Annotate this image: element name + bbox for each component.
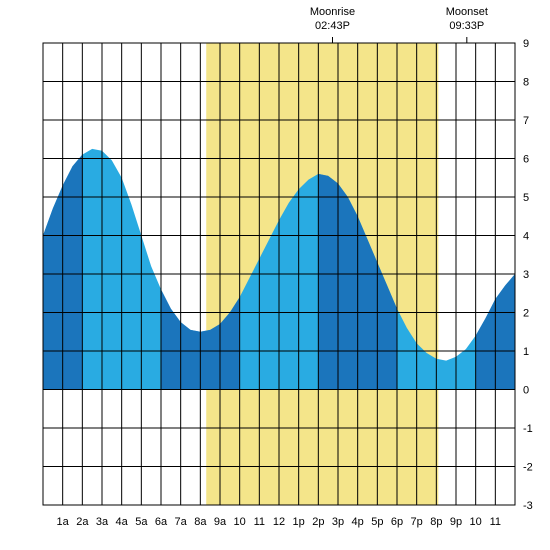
x-tick-label: 3p [332,516,344,528]
x-tick-label: 4a [116,516,129,528]
x-tick-label: 7a [175,516,188,528]
y-tick-label: -3 [523,500,533,512]
x-tick-label: 11 [490,516,501,528]
x-tick-label: 3a [96,516,109,528]
y-tick-label: 0 [523,385,529,397]
y-tick-label: 5 [523,192,529,204]
tide-chart: -3-2-101234567891a2a3a4a5a6a7a8a9a101112… [0,0,550,550]
x-tick-label: 4p [352,516,364,528]
x-tick-label: 9p [450,516,462,528]
y-tick-label: 1 [523,346,529,358]
x-tick-label: 2a [76,516,89,528]
x-tick-label: 7p [411,516,423,528]
y-tick-label: 3 [523,269,529,281]
x-tick-label: 8a [194,516,207,528]
x-tick-label: 10 [234,516,246,528]
y-tick-label: 2 [523,308,529,320]
x-tick-label: 6p [391,516,403,528]
x-tick-label: 5a [135,516,148,528]
x-tick-label: 8p [430,516,442,528]
moon-rise-time: 02:43P [315,20,350,32]
x-tick-label: 9a [214,516,227,528]
x-tick-label: 12 [273,516,285,528]
moon-rise-label: Moonrise [310,6,355,18]
y-tick-label: 6 [523,154,529,166]
y-tick-label: -1 [523,423,533,435]
moon-set-label: Moonset [446,6,488,18]
y-tick-label: -2 [523,462,533,474]
x-tick-label: 2p [312,516,324,528]
x-tick-label: 1p [293,516,305,528]
moon-set-time: 09:33P [449,20,484,32]
x-tick-label: 10 [470,516,482,528]
y-tick-label: 7 [523,115,529,127]
x-tick-label: 11 [254,516,265,528]
y-tick-label: 9 [523,38,529,50]
x-tick-label: 6a [155,516,168,528]
y-tick-label: 8 [523,77,529,89]
y-tick-label: 4 [523,231,529,243]
x-tick-label: 1a [57,516,70,528]
chart-svg: -3-2-101234567891a2a3a4a5a6a7a8a9a101112… [0,0,550,550]
x-tick-label: 5p [371,516,383,528]
